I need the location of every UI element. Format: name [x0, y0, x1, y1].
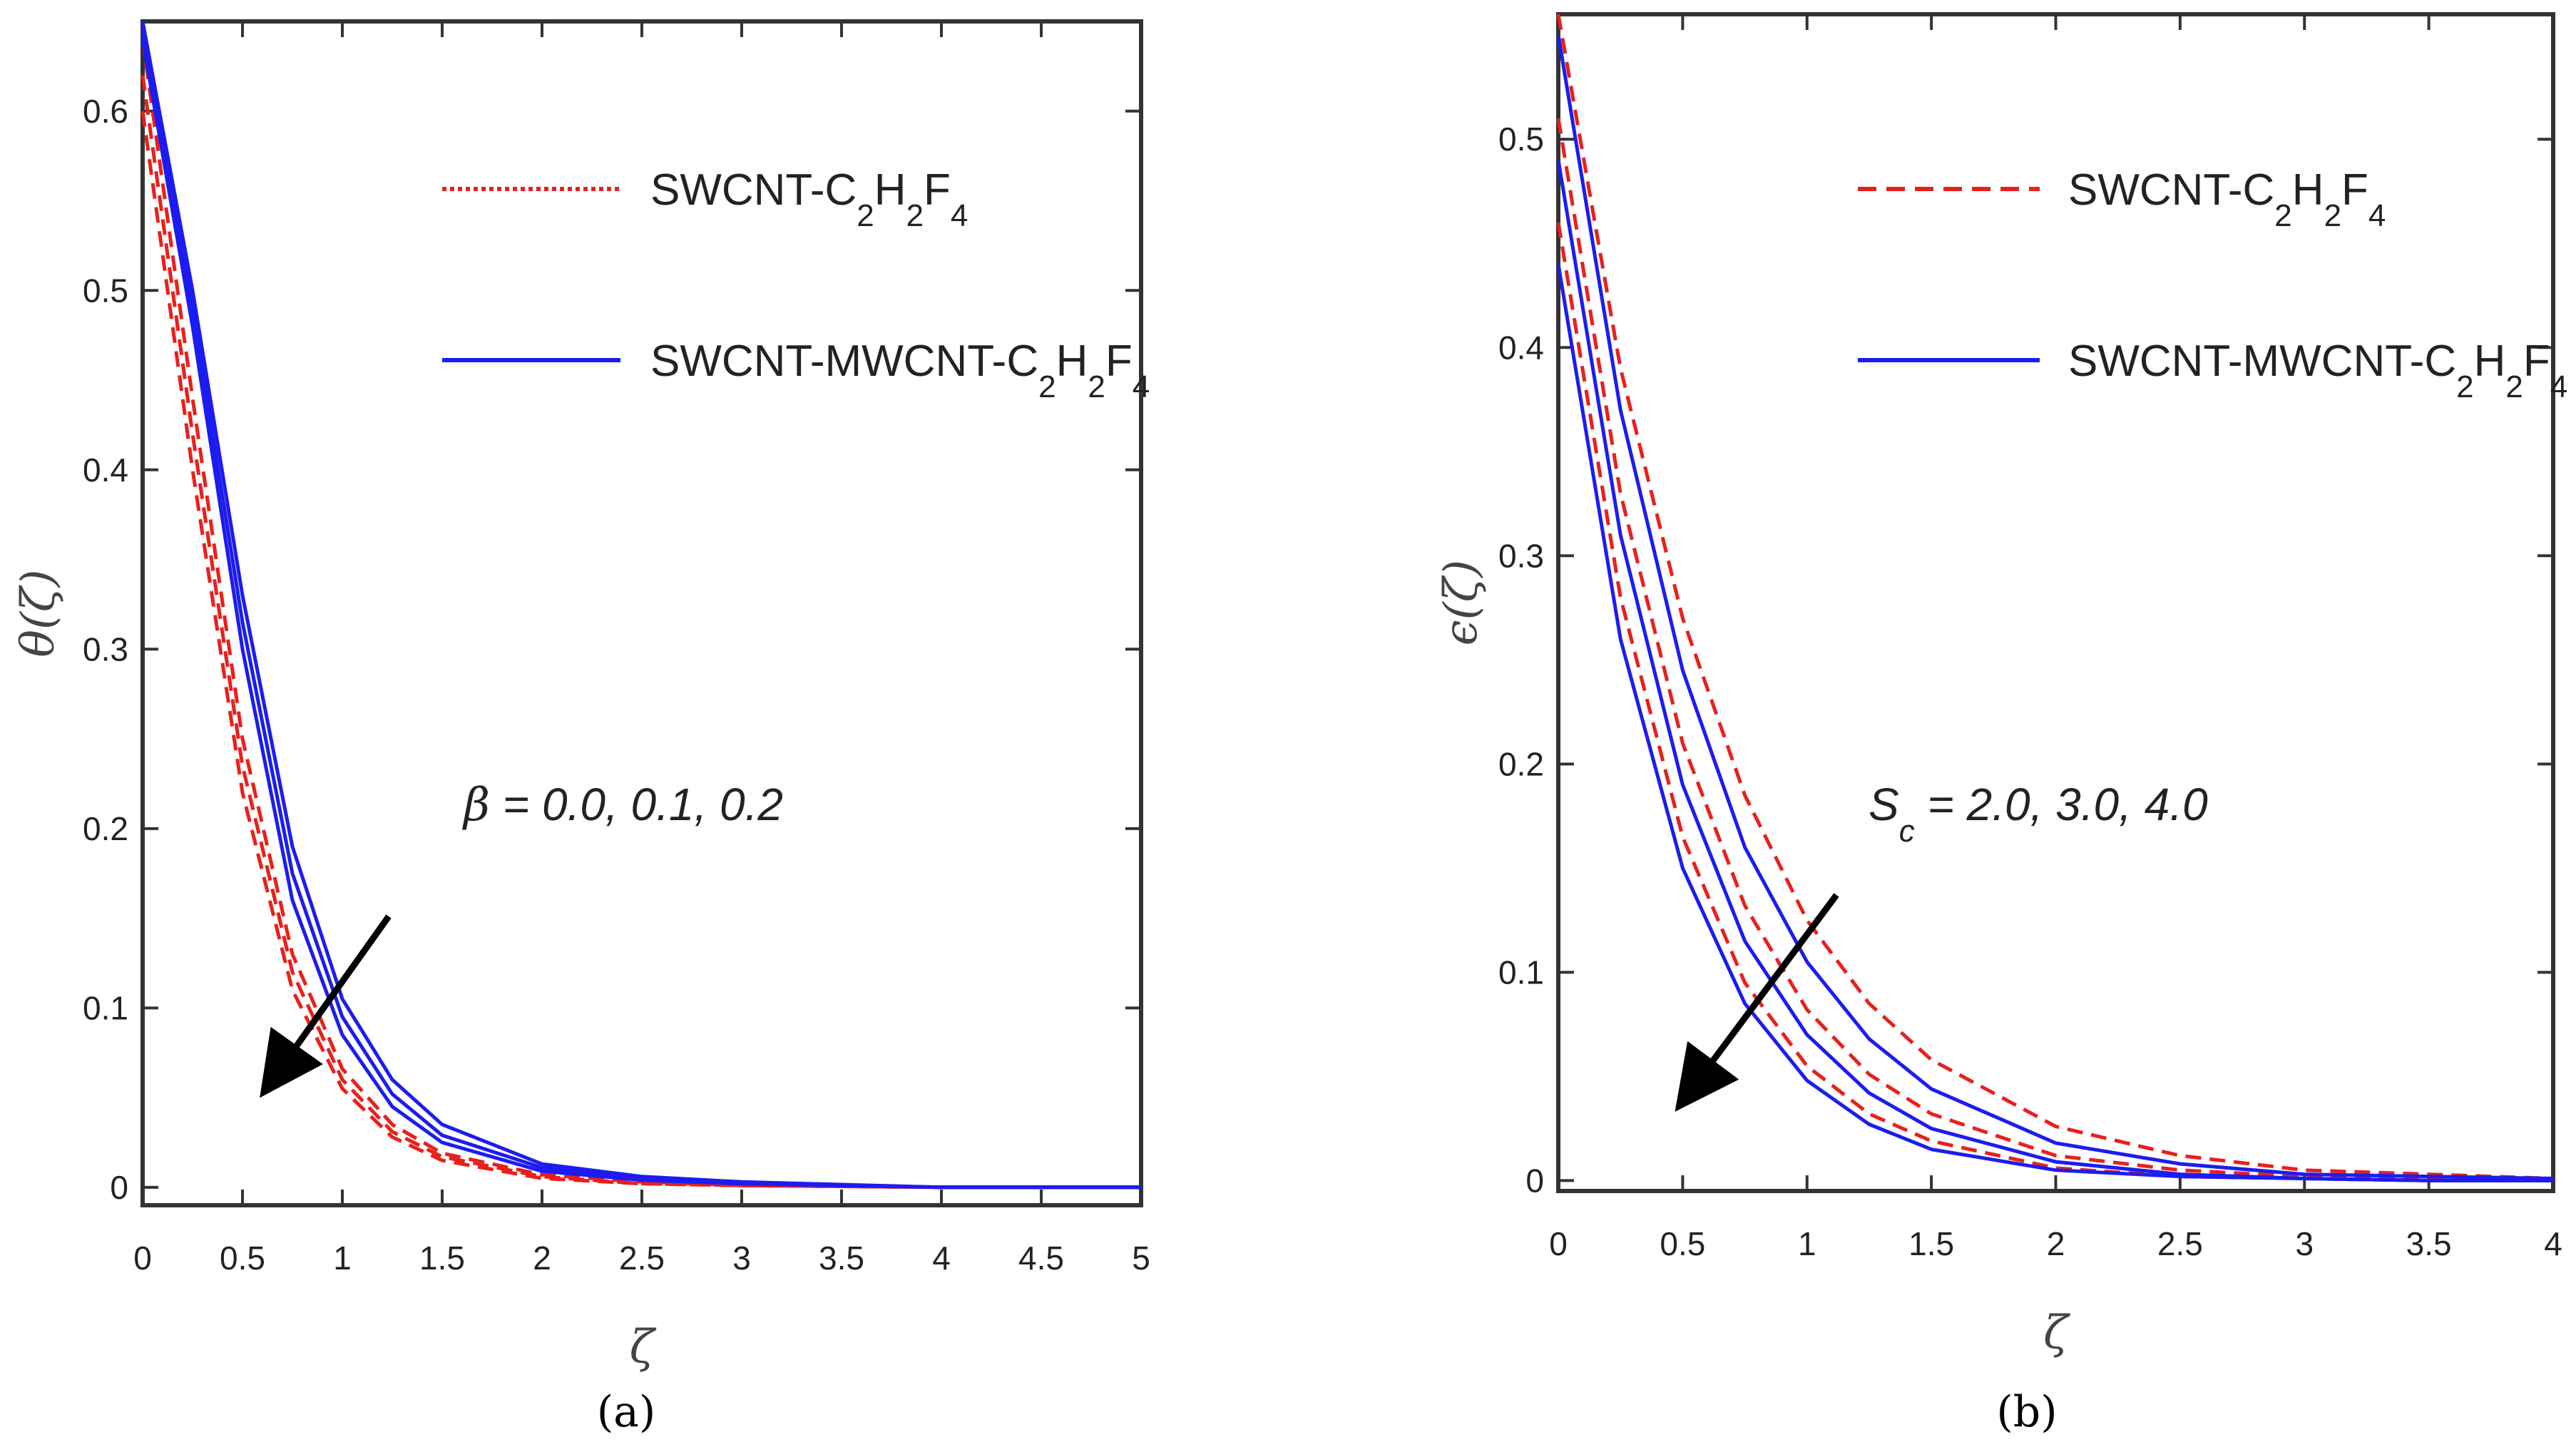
- legend-subscript: 2: [1038, 369, 1056, 404]
- series-line: [140, 111, 1141, 1190]
- y-tick-label: 0.2: [83, 810, 128, 847]
- x-tick-label: 2.5: [619, 1239, 665, 1277]
- legend-subscript: 4: [2368, 198, 2386, 233]
- x-tick-label: 1.5: [1908, 1225, 1954, 1262]
- x-tick-label: 2: [533, 1239, 551, 1277]
- series-line: [1556, 14, 2554, 1180]
- y-tick-label: 0.1: [1498, 953, 1544, 991]
- annotation-symbol: β: [462, 779, 490, 832]
- y-tick-label: 0.4: [83, 451, 128, 489]
- legend-text-part: SWCNT-C: [650, 165, 857, 215]
- legend-entry: SWCNT-MWCNT-C2H2F4: [2068, 337, 2567, 404]
- x-tick-label: 0: [133, 1239, 152, 1277]
- legend-text-part: H: [1056, 337, 1088, 386]
- legend-text-part: SWCNT-MWCNT-C: [650, 337, 1038, 386]
- x-axis-label: ζ: [2043, 1307, 2070, 1359]
- x-tick-label: 3: [2295, 1225, 2314, 1262]
- legend-text-part: F: [1105, 337, 1133, 386]
- x-tick-label: 1: [1798, 1225, 1816, 1262]
- x-tick-label: 0.5: [220, 1239, 265, 1277]
- series-line: [140, 21, 1141, 1190]
- y-tick-label: 0.5: [1498, 121, 1544, 158]
- trend-arrow: [1675, 893, 1839, 1112]
- y-tick-label: 0.5: [83, 272, 128, 309]
- x-tick-label: 1.5: [419, 1239, 465, 1277]
- x-tick-label: 2.5: [2157, 1225, 2203, 1262]
- legend-entry: SWCNT-C2H2F4: [650, 165, 968, 233]
- y-tick-label: 0.6: [83, 93, 128, 130]
- parameter-annotation: Sc = 2.0, 3.0, 4.0: [1869, 779, 2208, 849]
- legend-subscript: 2: [906, 198, 924, 233]
- panel-label: (b): [1996, 1387, 2057, 1437]
- annotation-values: = 0.0, 0.1, 0.2: [490, 779, 783, 830]
- legend-subscript: 2: [2456, 369, 2473, 404]
- chart-panel-b: 0 0.5 1 1.5 2 2.5 3 3.5 4 0 0.1 0.2 0.3 0.4 0.5 ζ ϵ(ζ) (b…: [1435, 12, 2567, 1437]
- legend-text-part: F: [924, 165, 951, 215]
- legend-text-part: SWCNT-MWCNT-C: [2068, 337, 2456, 386]
- axes-frame: [140, 19, 1143, 1207]
- annotation-values: = 2.0, 3.0, 4.0: [1915, 779, 2208, 830]
- legend-subscript: 4: [2550, 369, 2567, 404]
- legend-text-part: H: [2474, 337, 2506, 386]
- y-tick-label: 0.2: [1498, 745, 1544, 782]
- legend-subscript: 2: [2274, 198, 2291, 233]
- series-line: [140, 30, 1141, 1190]
- y-tick-label: 0.3: [83, 630, 128, 668]
- legend-subscript: 4: [1133, 369, 1150, 404]
- x-tick-label: 0.5: [1660, 1225, 1705, 1262]
- x-tick-label: 3.5: [2406, 1225, 2452, 1262]
- series-line: [1556, 118, 2554, 1182]
- series-line: [140, 39, 1141, 1190]
- annotation-symbol: S: [1869, 779, 1899, 830]
- x-tick-label: 4: [2544, 1225, 2562, 1262]
- parameter-annotation: β = 0.0, 0.1, 0.2: [462, 779, 783, 832]
- x-tick-label: 2: [2047, 1225, 2065, 1262]
- x-tick-label: 5: [1132, 1239, 1150, 1277]
- y-tick-label: 0.3: [1498, 537, 1544, 574]
- x-tick-label: 4: [932, 1239, 951, 1277]
- series-line: [140, 39, 1141, 1190]
- x-tick-label: 1: [333, 1239, 352, 1277]
- x-tick-label: 4.5: [1018, 1239, 1064, 1277]
- panel-label: (a): [597, 1387, 656, 1437]
- chart-panel-a: 0 0.5 1 1.5 2 2.5 3 3.5 4 4.5 5 0 0.1 0.2 0.3 0.4 0.5 0.6…: [12, 19, 1150, 1437]
- y-tick-label: 0.1: [83, 989, 128, 1026]
- y-axis-label: ϵ(ζ): [1435, 560, 1488, 645]
- legend-entry: SWCNT-C2H2F4: [2068, 165, 2386, 233]
- x-tick-label: 3: [732, 1239, 751, 1277]
- legend-text-part: F: [2523, 337, 2550, 386]
- series-line: [1556, 34, 2554, 1180]
- trend-arrow: [260, 914, 392, 1098]
- x-tick-label: 0: [1549, 1225, 1568, 1262]
- y-tick-label: 0.4: [1498, 329, 1544, 366]
- legend-subscript: 2: [2505, 369, 2523, 404]
- legend-entry: SWCNT-MWCNT-C2H2F4: [650, 337, 1150, 404]
- y-tick-label: 0: [1525, 1162, 1544, 1199]
- x-axis-label: ζ: [630, 1321, 657, 1374]
- legend-text-part: F: [2341, 165, 2368, 215]
- y-axis-label: θ(ζ): [12, 569, 65, 657]
- x-tick-label: 3.5: [819, 1239, 864, 1277]
- legend-text-part: H: [874, 165, 906, 215]
- series-line: [140, 75, 1141, 1190]
- y-tick-label: 0: [110, 1169, 128, 1206]
- legend-subscript: 2: [857, 198, 874, 233]
- annotation-subscript: c: [1899, 814, 1915, 849]
- legend-text-part: H: [2292, 165, 2324, 215]
- legend-subscript: 2: [2324, 198, 2341, 233]
- legend-text-part: SWCNT-C: [2068, 165, 2274, 215]
- legend-subscript: 2: [1088, 369, 1105, 404]
- series-line: [1556, 159, 2553, 1182]
- series-line: [1556, 263, 2553, 1182]
- axes-frame: [1556, 12, 2555, 1193]
- legend-subscript: 4: [951, 198, 968, 233]
